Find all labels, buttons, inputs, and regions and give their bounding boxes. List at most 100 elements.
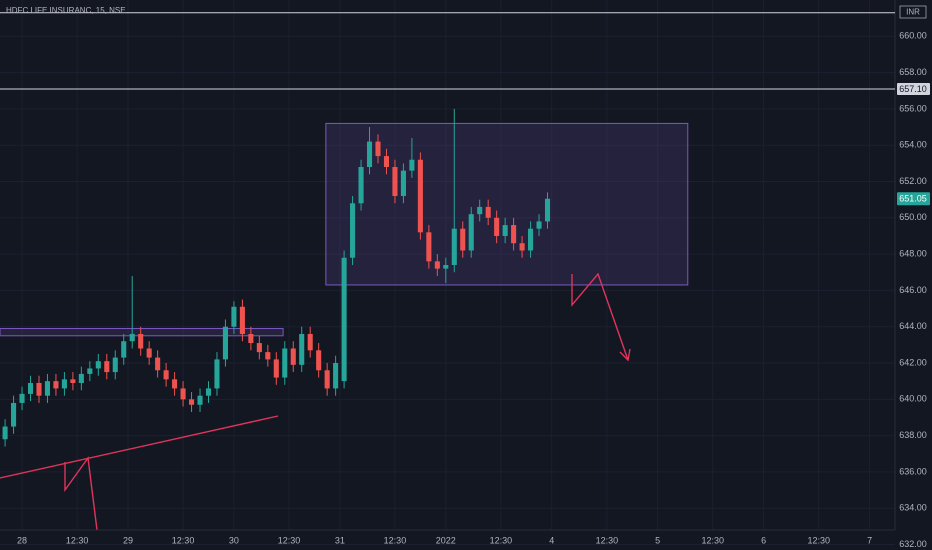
candle-body (172, 379, 178, 389)
candle-body (27, 382, 34, 394)
candle-body (239, 306, 245, 334)
candle-body (316, 350, 322, 371)
candle-body (443, 265, 449, 269)
y-tick-label: 644.00 (899, 321, 927, 331)
candle-body (112, 357, 118, 373)
candle-body (375, 141, 381, 157)
candle-body (70, 379, 76, 383)
candle-body (121, 341, 127, 358)
annotations (0, 272, 631, 531)
candle-body (282, 348, 288, 378)
y-tick-label: 642.00 (899, 357, 927, 367)
candle-body (222, 326, 228, 360)
x-tick-label: 12:30 (596, 535, 619, 545)
x-tick-label: 12:30 (172, 535, 195, 545)
zone (325, 122, 689, 286)
y-tick-label: 638.00 (899, 430, 927, 440)
candle-body (366, 141, 373, 167)
candle-body (197, 395, 203, 405)
candle-body (511, 225, 517, 244)
candle-body (214, 359, 220, 389)
projection-line (64, 456, 98, 531)
last-price-label: 651.05 (899, 194, 927, 204)
candle-body (417, 159, 423, 233)
y-tick-label: 650.00 (899, 212, 927, 222)
candle-body (485, 206, 491, 218)
chart-title: HDFC LIFE INSURANC, 15, NSE (6, 6, 126, 15)
candle-body (383, 156, 390, 167)
candle-body (36, 382, 42, 396)
candle-body (324, 370, 330, 389)
candle-body (426, 232, 432, 262)
y-tick-label: 646.00 (899, 285, 927, 295)
x-tick-label: 12:30 (278, 535, 301, 545)
currency: INR (906, 8, 920, 17)
last-price-box (897, 192, 930, 206)
x-tick-label: 12:30 (384, 535, 407, 545)
x-tick-label: 29 (123, 535, 133, 545)
candle-body (19, 393, 25, 403)
candle-body (87, 368, 93, 374)
candle-body (146, 348, 152, 358)
y-tick-label: 652.00 (899, 176, 927, 186)
x-tick-label: 2022 (436, 535, 456, 545)
level-label: 657.10 (899, 84, 927, 94)
x-tick-label: 12:30 (490, 535, 513, 545)
x-tick-label: 4 (549, 535, 554, 545)
candle-body (44, 381, 51, 396)
candles (2, 108, 551, 447)
grid (0, 0, 895, 546)
currency-box (899, 5, 927, 19)
candle-body (494, 217, 500, 236)
candle-body (180, 388, 186, 400)
candle-body (536, 221, 542, 229)
candle-body (104, 361, 110, 373)
candle-body (451, 228, 457, 265)
candle-body (358, 166, 364, 204)
candle-body (409, 159, 415, 171)
candle-body (163, 370, 169, 380)
levels: 657.10 651.05 (0, 12, 930, 206)
trend-line (0, 415, 279, 479)
candle-body (477, 206, 483, 215)
candle-body (11, 402, 17, 427)
candle-body (273, 359, 279, 378)
x-tick-label: 31 (335, 535, 345, 545)
candle-body (256, 343, 262, 353)
candle-body (468, 214, 474, 251)
y-tick-label: 656.00 (899, 103, 927, 113)
y-tick-label: 640.00 (899, 394, 927, 404)
candle-body (350, 203, 356, 258)
arrow-head (619, 348, 631, 362)
candle-body (95, 361, 101, 369)
candle-body (53, 381, 59, 389)
candle-body (519, 243, 525, 251)
candle-body (78, 373, 84, 383)
axes: 632.00 634.00 636.00 638.00 640.00 642.00 644.… (17, 31, 927, 549)
candle-body (290, 348, 296, 365)
x-tick-label: 12:30 (702, 535, 725, 545)
x-tick-label: 28 (17, 535, 27, 545)
x-tick-label: 7 (867, 535, 872, 545)
candle-body (138, 333, 144, 349)
y-tick-label: 632.00 (899, 539, 927, 549)
candle-body (502, 225, 508, 236)
candle-body (299, 333, 305, 365)
candle-body (341, 257, 347, 382)
level-label-box (897, 82, 930, 95)
y-tick-label: 636.00 (899, 466, 927, 476)
candle-body (400, 170, 406, 197)
y-tick-label: 654.00 (899, 140, 927, 150)
x-tick-label: 12:30 (807, 535, 830, 545)
candle-body (265, 352, 271, 360)
candle-body (129, 333, 135, 342)
candle-body (2, 426, 8, 440)
x-tick-label: 12:30 (66, 535, 89, 545)
candle-body (434, 261, 440, 269)
projection-line (571, 272, 629, 361)
candle-body (189, 399, 195, 405)
candle-body (231, 306, 237, 327)
candle-body (544, 198, 551, 222)
